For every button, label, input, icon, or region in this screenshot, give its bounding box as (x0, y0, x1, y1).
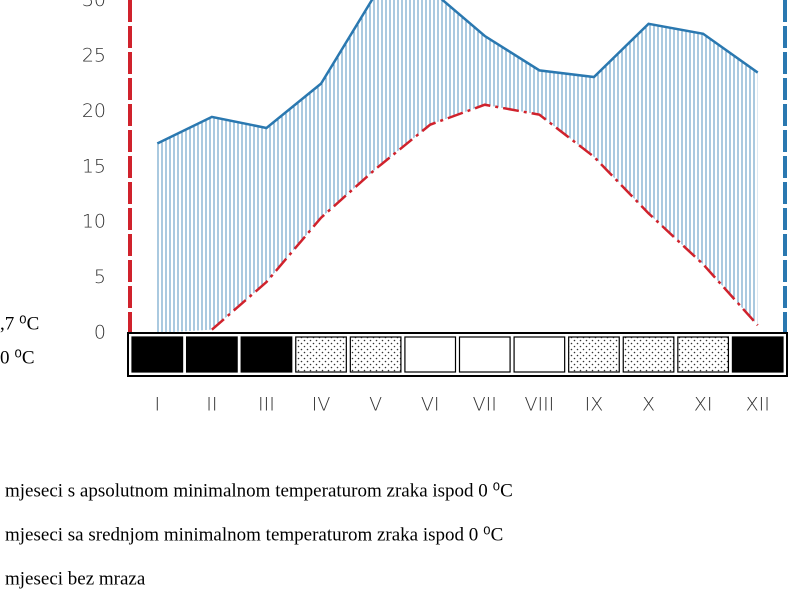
y-tick-label: 15 (82, 155, 106, 177)
side-note: ,7 ⁰C (0, 313, 39, 334)
frost-box (349, 336, 402, 373)
y-tick-label: 25 (82, 44, 106, 66)
y-tick-label: 30 (82, 0, 106, 11)
plot-area (156, 0, 759, 333)
frost-box (731, 336, 784, 373)
x-tick-label: V (369, 394, 382, 416)
side-note: 0 ⁰C (0, 347, 35, 368)
frost-box (513, 336, 566, 373)
frost-box (677, 336, 730, 373)
x-tick-label: XI (694, 394, 713, 416)
x-tick-label: X (642, 394, 655, 416)
temperature-line (211, 103, 759, 331)
legend-text: mjeseci s apsolutnom minimalnom temperat… (5, 480, 513, 501)
frost-frame (127, 332, 788, 377)
x-tick-label: IV (312, 394, 331, 416)
x-tick-label: I (154, 394, 160, 416)
x-tick-label: VII (473, 394, 497, 416)
precipitation-line (156, 0, 759, 145)
y-tick-label: 5 (94, 266, 106, 288)
x-tick-label: VIII (524, 394, 554, 416)
x-tick-label: III (258, 394, 275, 416)
x-tick-label: VI (421, 394, 440, 416)
frost-box (295, 336, 347, 373)
x-tick-label: II (206, 394, 217, 416)
frost-box (131, 336, 184, 373)
legend-text: mjeseci bez mraza (5, 568, 146, 589)
frost-box (568, 336, 620, 373)
frost-box (240, 336, 293, 373)
legend-text: mjeseci sa srednjom minimalnom temperatu… (5, 524, 503, 545)
frost-box (185, 336, 238, 373)
frost-box (404, 336, 457, 373)
x-tick-label: IX (585, 394, 604, 416)
frost-box (458, 336, 511, 373)
frost-box (622, 336, 675, 373)
y-tick-label: 0 (94, 322, 106, 344)
y-tick-label: 10 (82, 211, 106, 233)
x-tick-label: XII (746, 394, 770, 416)
y-tick-label: 20 (82, 100, 106, 122)
hatch-area (157, 0, 758, 333)
